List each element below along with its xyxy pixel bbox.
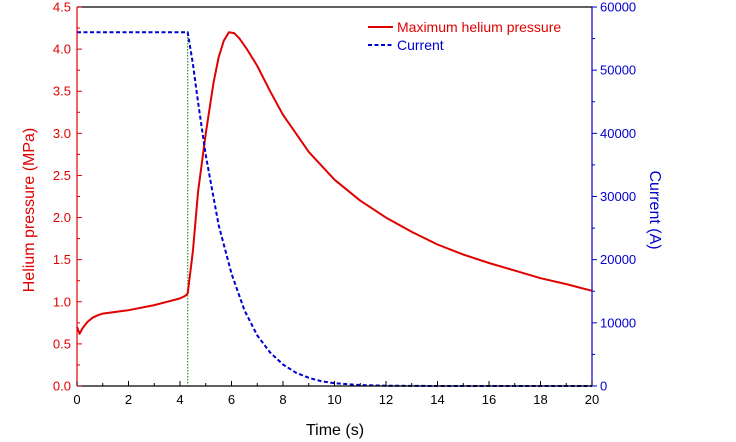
left-y-tick-label: 2.0 [53,210,71,225]
x-tick-label: 8 [279,392,286,407]
x-tick-label: 6 [228,392,235,407]
right-y-tick-label: 60000 [600,0,636,15]
left-y-tick-label: 2.5 [53,168,71,183]
x-tick-label: 18 [533,392,547,407]
x-tick-label: 2 [125,392,132,407]
right-y-axis-label: Current (A) [646,170,663,249]
right-y-tick-label: 10000 [600,315,636,330]
x-tick-label: 0 [73,392,80,407]
x-tick-label: 20 [585,392,599,407]
ticks-layer: 0 2 4 6 8 10 12 14 16 18 20 0.0 0.5 1.0 1.5 2.0 2.5 3.0 3.… [53,0,636,407]
series-layer [76,31,593,387]
pressure-series-line [76,31,593,335]
x-tick-label: 14 [430,392,444,407]
left-y-tick-label: 4.5 [53,0,71,15]
right-y-tick-label: 0 [600,379,607,394]
left-y-tick-label: 4.0 [53,42,71,57]
axes-layer [76,6,593,387]
left-y-tick-label: 1.0 [53,294,71,309]
left-y-tick-label: 1.5 [53,252,71,267]
left-y-tick-label: 0.5 [53,336,71,351]
x-tick-label: 4 [176,392,183,407]
legend-label: Maximum helium pressure [397,19,561,35]
right-y-tick-label: 50000 [600,63,636,78]
left-y-tick-label: 3.5 [53,84,71,99]
x-axis-label: Time (s) [306,422,364,439]
legend-label: Current [397,37,444,53]
right-y-tick-label: 20000 [600,252,636,267]
left-y-axis-label: Helium pressure (MPa) [21,128,38,292]
x-tick-label: 10 [327,392,341,407]
right-y-tick-label: 40000 [600,126,636,141]
right-y-tick-label: 30000 [600,189,636,204]
x-tick-label: 16 [482,392,496,407]
current-series-line [77,31,592,387]
legend: Maximum helium pressure Current [368,19,561,53]
left-y-tick-label: 0.0 [53,379,71,394]
x-tick-label: 12 [379,392,393,407]
left-y-tick-label: 3.0 [53,126,71,141]
